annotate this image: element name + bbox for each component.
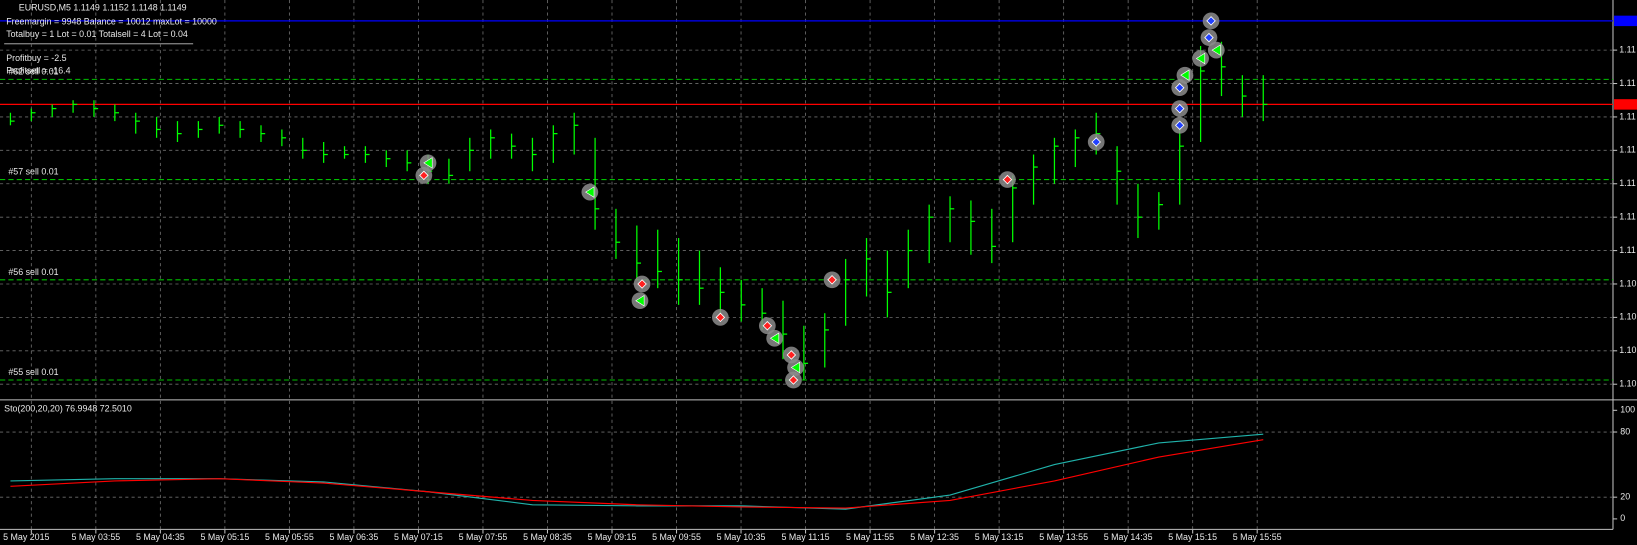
price-tag [1614,15,1637,27]
stochastic-line [10,439,1264,509]
x-tick-label: 5 May 11:15 [782,532,830,542]
marker-sell [419,170,429,181]
trade-marker [712,309,729,326]
marker-buy [1174,82,1185,93]
x-tick-label: 5 May 03:55 [71,532,120,542]
trade-marker [631,292,649,310]
marker-buy [1204,32,1214,43]
x-tick-label: 5 May 07:15 [394,532,443,542]
trade-marker [581,183,599,201]
order-label: #56 sell 0.01 [8,267,58,277]
marker-close [790,361,801,374]
y-tick-label: 1.10 [1619,278,1636,288]
x-tick-label: 5 May 09:55 [652,532,701,542]
y-tick-label: 1.11 [1619,78,1636,88]
trade-marker [758,317,776,335]
trade-marker [1087,133,1105,151]
x-tick-label: 5 May 06:35 [330,532,379,542]
x-tick-label: 5 May 11:55 [846,532,894,542]
marker-buy [1174,103,1185,114]
trade-marker [823,271,841,289]
trade-marker [1207,41,1225,59]
y-tick-label: 1.11 [1619,44,1636,54]
marker-close [769,332,780,345]
x-tick-label: 5 May 15:55 [1233,532,1282,542]
y-tick-label: 100 [1620,405,1635,415]
y-tick-label: 0 [1620,513,1625,523]
trade-marker [1202,12,1220,30]
chart-title: EURUSD,M5 1.1149 1.1152 1.1148 1.1149 [19,3,187,13]
account-info: Totalbuy = 1 Lot = 0.01 Totalsell = 4 Lo… [6,29,188,39]
y-tick-label: 20 [1620,492,1630,502]
trade-marker [1192,50,1209,67]
order-label: #62 sell 0.01 [8,66,58,76]
x-tick-label: 5 May 14:35 [1104,532,1153,542]
x-tick-label: 5 May 13:15 [975,532,1024,542]
y-tick-label: 1.11 [1619,212,1636,222]
price-tag [1614,99,1637,110]
x-tick-label: 5 May 15:15 [1168,532,1217,542]
marker-close [1180,69,1190,81]
y-tick-label: 1.10 [1619,312,1636,322]
marker-sell [786,350,797,360]
marker-sell [762,320,773,331]
trade-marker [999,171,1016,188]
marker-close [423,157,433,169]
x-tick-label: 5 May 05:15 [200,532,249,542]
trade-marker [1171,116,1189,134]
marker-sell [715,312,726,323]
x-tick-label: 5 May 08:35 [523,532,572,542]
y-tick-label: 1.11 [1619,245,1636,255]
x-tick-label: 5 May 13:55 [1039,532,1088,542]
trade-marker [1171,100,1189,117]
marker-close [635,294,645,307]
trade-marker [766,329,784,347]
marker-buy [1091,137,1101,147]
marker-buy [1174,120,1185,131]
trade-marker [1171,79,1189,97]
trade-marker [415,167,433,184]
x-tick-label: 5 May 10:35 [717,532,766,542]
marker-sell [827,275,837,285]
marker-sell [788,375,799,385]
trade-marker [1200,29,1218,46]
account-info: Freemargin = 9948 Balance = 10012 maxLot… [6,16,217,26]
x-tick-label: 5 May 12:35 [910,532,959,542]
account-info: Profitsell = -16.4 [6,65,70,75]
trade-marker [1176,66,1194,84]
indicator-title: Sto(200,20,20) 76.9948 72.5010 [4,404,132,414]
marker-buy [1206,16,1216,26]
marker-sell [1002,174,1013,185]
order-label: #57 sell 0.01 [8,167,58,177]
marker-close [1195,52,1206,65]
trade-marker [787,359,804,376]
y-tick-label: 1.11 [1619,178,1636,188]
y-tick-label: 1.11 [1619,145,1636,155]
x-tick-label: 5 May 2015 [3,532,49,542]
x-tick-label: 5 May 07:55 [459,532,508,542]
y-tick-label: 80 [1620,426,1630,436]
order-label: #55 sell 0.01 [8,367,58,377]
y-tick-label: 1.10 [1619,379,1636,389]
marker-close [585,186,595,198]
trade-marker [785,371,802,389]
account-info: Profitbuy = -2.5 [6,53,66,63]
marker-close [1211,44,1221,56]
x-tick-label: 5 May 04:35 [136,532,185,542]
x-tick-label: 5 May 05:55 [265,532,314,542]
x-tick-label: 5 May 09:15 [588,532,637,542]
y-tick-label: 1.11 [1619,111,1636,121]
marker-sell [637,279,647,289]
y-tick-label: 1.10 [1619,345,1636,355]
trade-marker [633,275,651,293]
